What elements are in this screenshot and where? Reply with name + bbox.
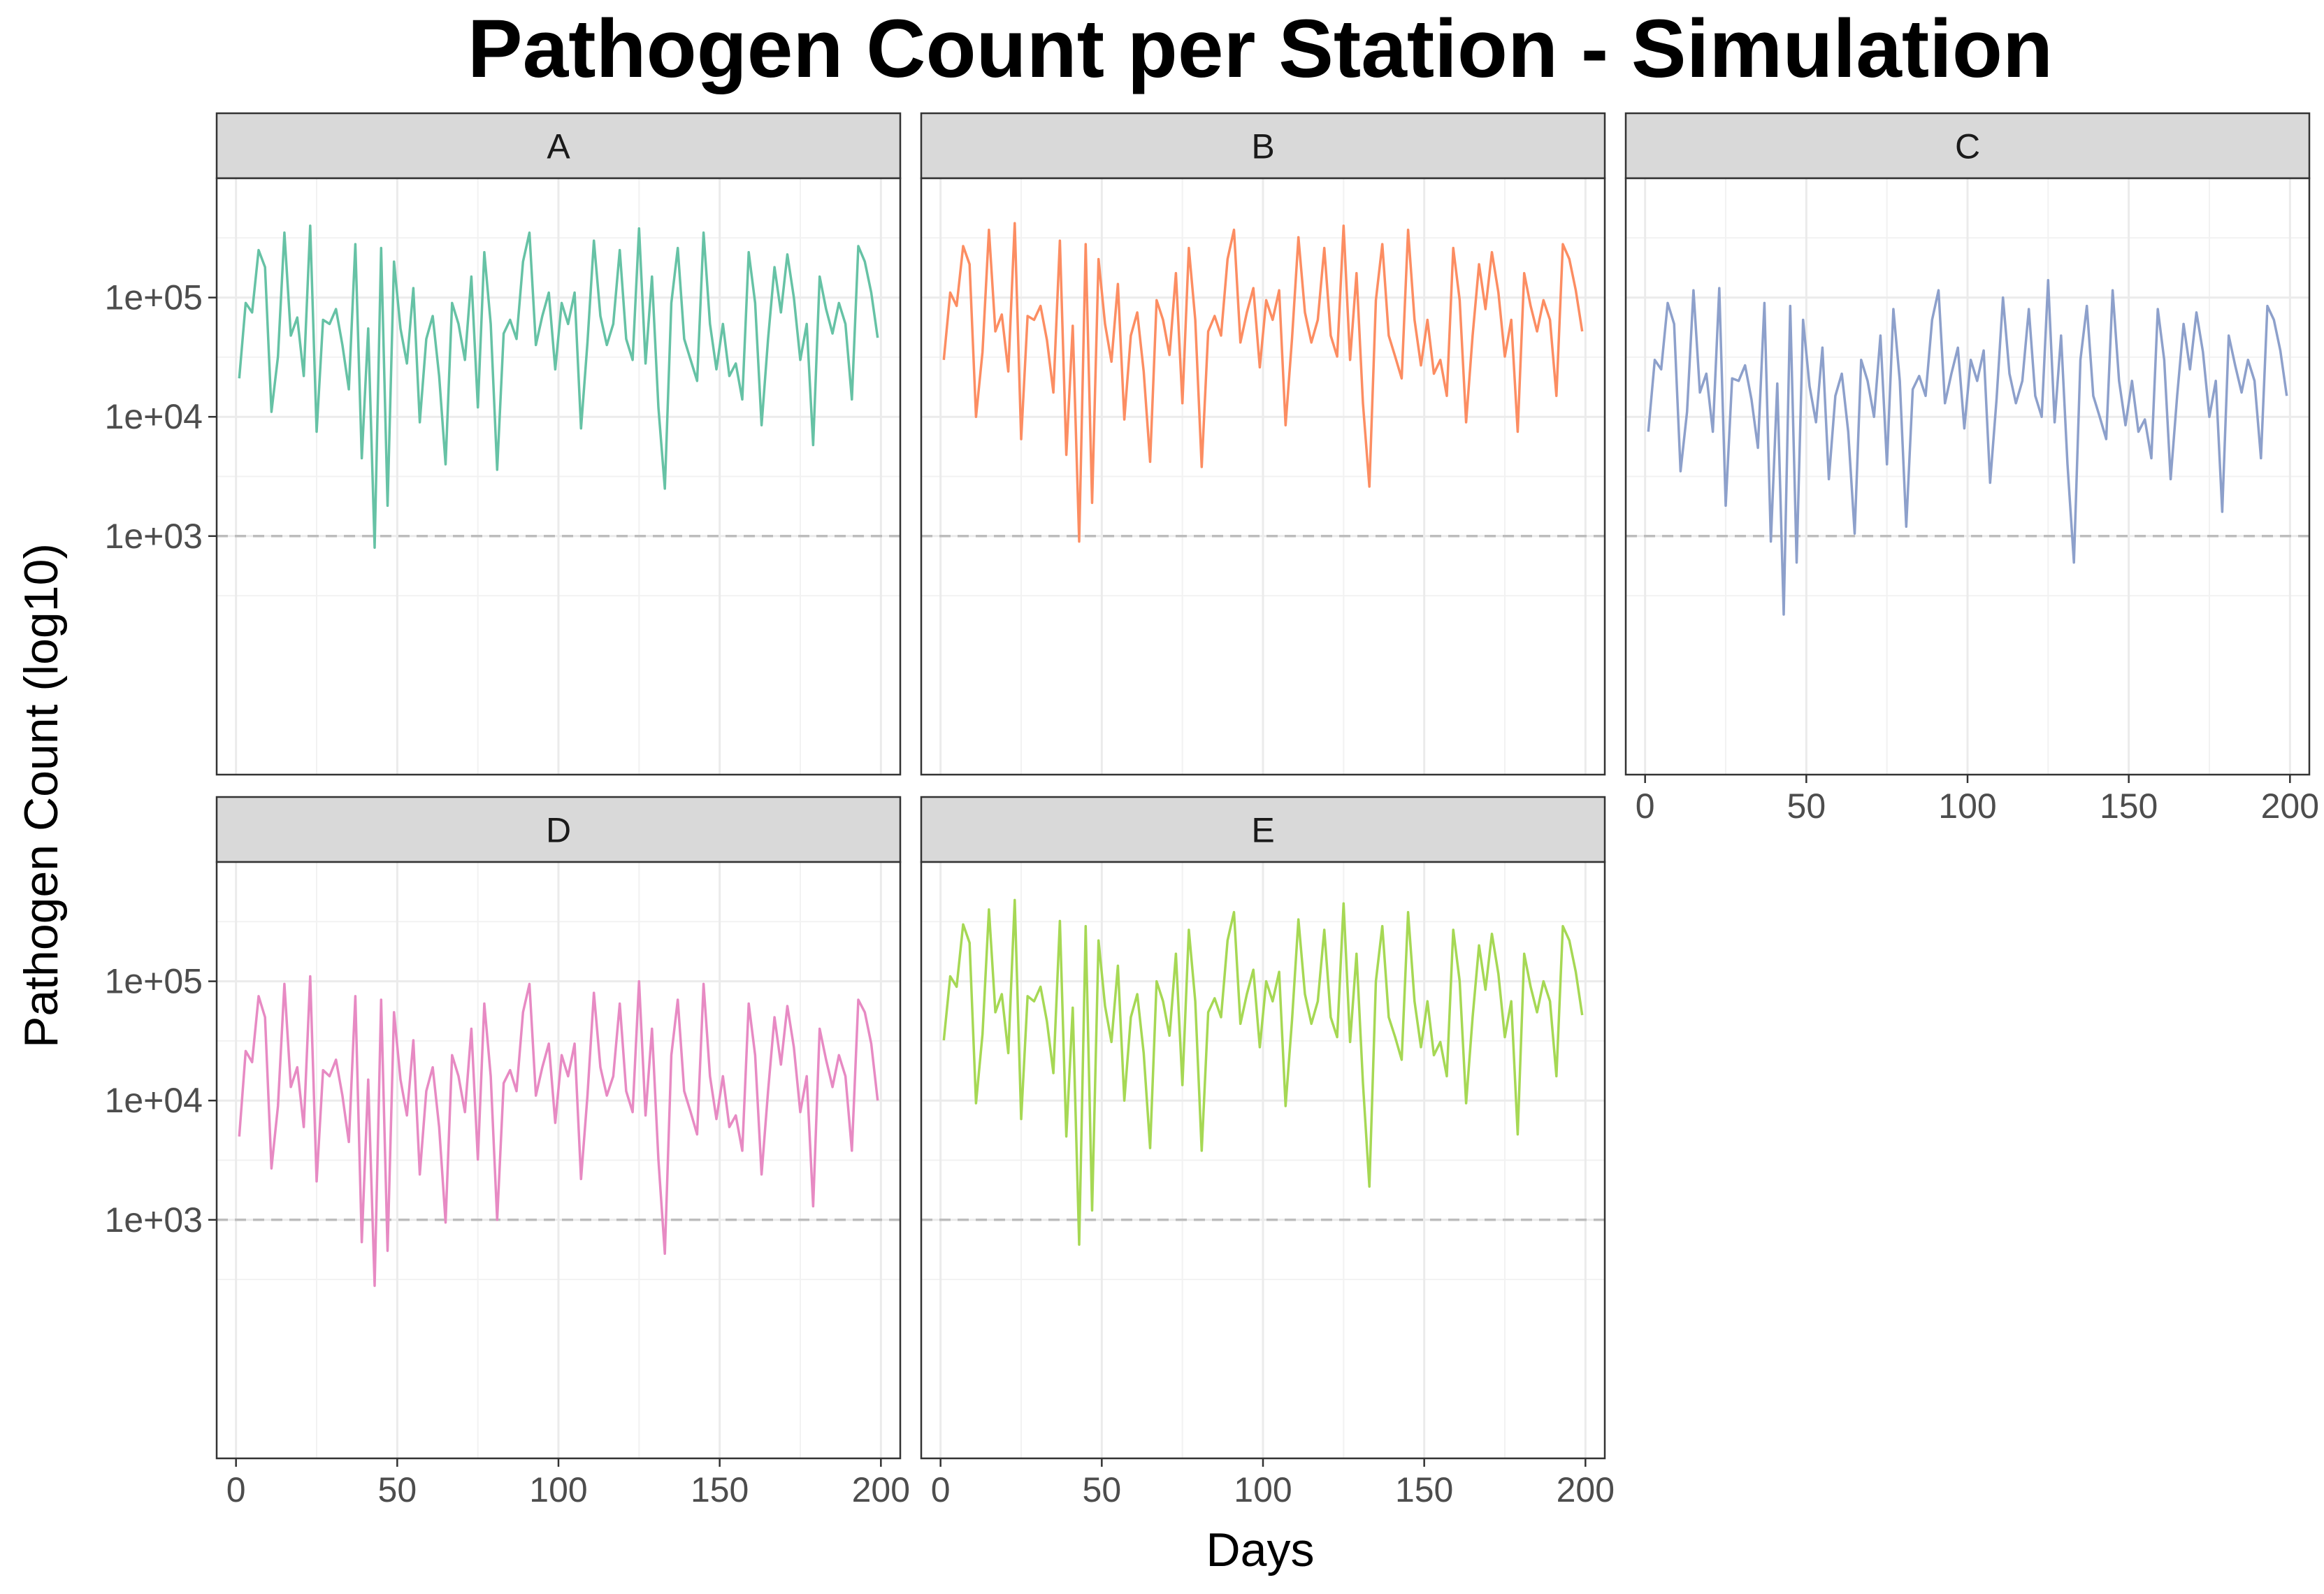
x-tick-label: 150	[691, 1470, 749, 1509]
chart-title: Pathogen Count per Station - Simulation	[468, 3, 2053, 95]
x-tick-label: 50	[378, 1470, 417, 1509]
facet-strip-label: A	[547, 127, 570, 166]
y-tick-label: 1e+05	[105, 962, 203, 1001]
x-tick-label: 50	[1083, 1470, 1122, 1509]
x-tick-label: 200	[2261, 787, 2319, 826]
x-tick-label: 100	[529, 1470, 587, 1509]
series-line-c	[1647, 278, 2288, 616]
facet-panel-b: B	[920, 112, 1606, 776]
facet-strip	[215, 796, 902, 863]
facet-panel-d: D 1e+03 1e+04 1e+05 0 50 100 150 200	[105, 796, 910, 1509]
x-tick-label: 200	[1557, 1470, 1615, 1509]
facet-strip	[1624, 112, 2311, 180]
facet-panel-a: A 1e+03 1e+04 1e+05	[105, 112, 902, 776]
x-tick-label: 150	[1395, 1470, 1453, 1509]
facet-panels: A 1e+03 1e+04 1e+05 B C 0 50 100 150 200 D 1e+03 1e+0…	[105, 112, 2319, 1509]
y-tick-label: 1e+05	[105, 278, 203, 317]
facet-strip-label: E	[1251, 811, 1274, 850]
series-line-e	[942, 898, 1584, 1246]
facet-strip-label: B	[1251, 127, 1274, 166]
x-axis-title: Days	[1206, 1523, 1315, 1577]
panel-border	[215, 177, 902, 776]
x-tick-label: 150	[2100, 787, 2158, 826]
x-tick-label: 0	[226, 1470, 246, 1509]
x-tick-label: 200	[852, 1470, 910, 1509]
facet-strip-label: C	[1955, 127, 1980, 166]
x-tick-label: 50	[1787, 787, 1826, 826]
y-tick-label: 1e+04	[105, 1081, 203, 1120]
facet-strip-label: D	[546, 811, 571, 850]
facet-panel-c: C 0 50 100 150 200	[1624, 112, 2319, 826]
facet-strip	[920, 112, 1606, 180]
x-tick-label: 0	[1636, 787, 1655, 826]
y-axis-title: Pathogen Count (log10)	[15, 543, 68, 1048]
facet-strip	[920, 796, 1606, 863]
series-line-b	[942, 222, 1584, 543]
x-tick-label: 100	[1234, 1470, 1292, 1509]
facet-panel-e: E 0 50 100 150 200	[920, 796, 1615, 1509]
x-tick-label: 100	[1938, 787, 1996, 826]
series-line-d	[238, 975, 879, 1287]
panel-border	[920, 177, 1606, 776]
x-tick-label: 0	[931, 1470, 951, 1509]
y-tick-label: 1e+04	[105, 397, 203, 436]
facet-strip	[215, 112, 902, 180]
y-tick-label: 1e+03	[105, 1200, 203, 1240]
y-tick-label: 1e+03	[105, 517, 203, 556]
series-line-a	[238, 224, 879, 550]
